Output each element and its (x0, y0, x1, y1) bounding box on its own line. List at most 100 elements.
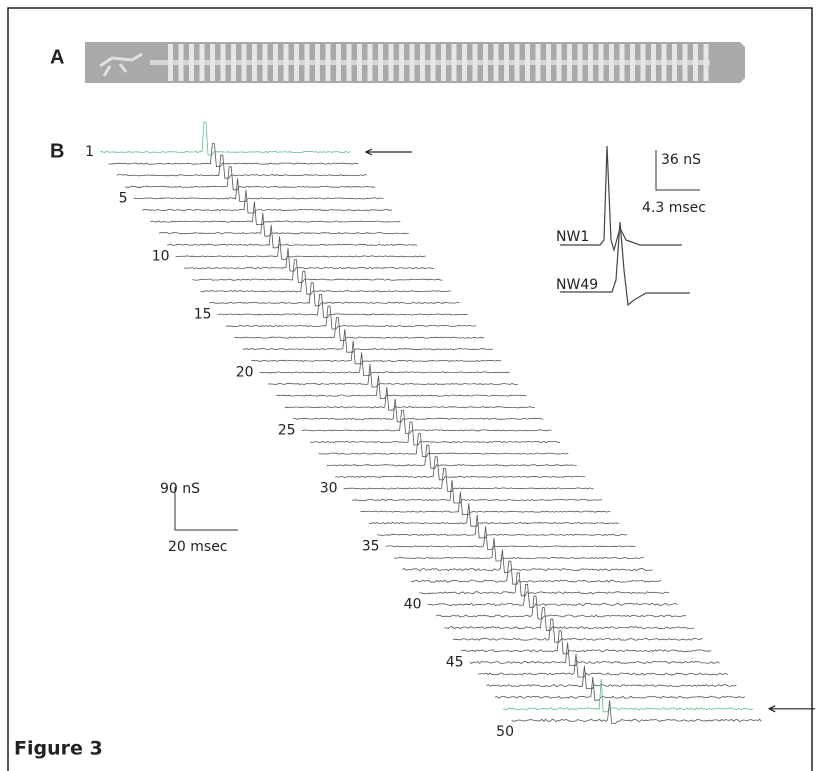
electrode (546, 44, 551, 81)
trace-label: 50 (496, 724, 514, 740)
trace-label: 20 (236, 364, 254, 380)
electrode (515, 44, 520, 81)
inset-label: NW1 (556, 229, 589, 245)
electrode (357, 44, 362, 81)
trace-label: 15 (194, 306, 212, 322)
trace-label: 5 (119, 190, 128, 206)
electrode (536, 44, 541, 81)
electrode (273, 44, 278, 81)
trace (428, 584, 678, 607)
electrode (641, 44, 646, 81)
inset-label: NW49 (556, 277, 598, 293)
trace (184, 248, 434, 271)
electrode (168, 44, 173, 81)
figure-label: Figure 3 (14, 738, 103, 760)
trace (243, 329, 493, 352)
trace-label: 35 (362, 538, 380, 554)
trace (268, 364, 518, 387)
trace-label: 30 (320, 480, 338, 496)
electrode (189, 44, 194, 81)
trace (369, 503, 619, 526)
electrode (389, 44, 394, 81)
electrode (315, 44, 320, 81)
electrode (599, 44, 604, 81)
trace (495, 677, 745, 700)
trace (461, 631, 711, 654)
electrode (200, 44, 205, 81)
electrode (452, 44, 457, 81)
electrode (651, 44, 656, 81)
trace (218, 294, 468, 317)
trace (444, 608, 694, 631)
trace (209, 283, 459, 306)
electrode (252, 44, 257, 81)
trace (142, 190, 392, 213)
trace (344, 468, 594, 491)
electrode (420, 44, 425, 81)
electrode (431, 44, 436, 81)
trace (150, 202, 400, 225)
trace (512, 700, 762, 723)
electrode (567, 44, 572, 81)
trace (100, 122, 350, 155)
electrode (704, 44, 709, 81)
electrode (609, 44, 614, 81)
trace (377, 515, 627, 538)
electrode (305, 44, 310, 81)
electrode (525, 44, 530, 81)
electrode (221, 44, 226, 81)
electrode (504, 44, 509, 81)
electrode (578, 44, 583, 81)
electrode (473, 44, 478, 81)
electrode (441, 44, 446, 81)
trace-label: 40 (404, 596, 422, 612)
scale-label: 36 nS (661, 152, 701, 168)
trace (360, 492, 610, 515)
trace-label: 45 (446, 654, 464, 670)
panel-label: B (50, 140, 64, 162)
electrode (368, 44, 373, 81)
trace (318, 434, 568, 457)
electrode (693, 44, 698, 81)
trace (402, 550, 652, 573)
scale-label: 4.3 msec (642, 200, 706, 216)
trace (310, 422, 560, 445)
trace (394, 538, 644, 561)
trace (478, 654, 728, 677)
trace (159, 213, 409, 236)
trace (226, 306, 476, 329)
trace (419, 573, 669, 596)
trace-label: 1 (85, 144, 94, 160)
trace (134, 178, 384, 201)
electrode (263, 44, 268, 81)
trace (486, 666, 736, 689)
electrode (494, 44, 499, 81)
panel-label: A (50, 46, 64, 68)
electrode (557, 44, 562, 81)
electrode (179, 44, 184, 81)
trace (327, 445, 577, 468)
trace-label: 10 (152, 248, 170, 264)
scale-label: 90 nS (160, 481, 200, 497)
arrow (366, 149, 412, 155)
trace (201, 271, 451, 294)
trace (276, 376, 526, 399)
electrode (399, 44, 404, 81)
trace (503, 679, 753, 712)
electrode (483, 44, 488, 81)
figure: A B 90 nS 20 msec NW1 NW49 36 nS 4.3 mse… (0, 0, 821, 771)
electrode (462, 44, 467, 81)
electrode (662, 44, 667, 81)
device-image (85, 42, 745, 83)
electrode (210, 44, 215, 81)
electrode (326, 44, 331, 81)
trace (125, 167, 375, 190)
trace (285, 387, 535, 410)
trace (117, 155, 367, 178)
electrode (588, 44, 593, 81)
electrode (231, 44, 236, 81)
trace (436, 596, 686, 619)
trace (192, 260, 442, 283)
electrode (294, 44, 299, 81)
frame (8, 8, 812, 771)
